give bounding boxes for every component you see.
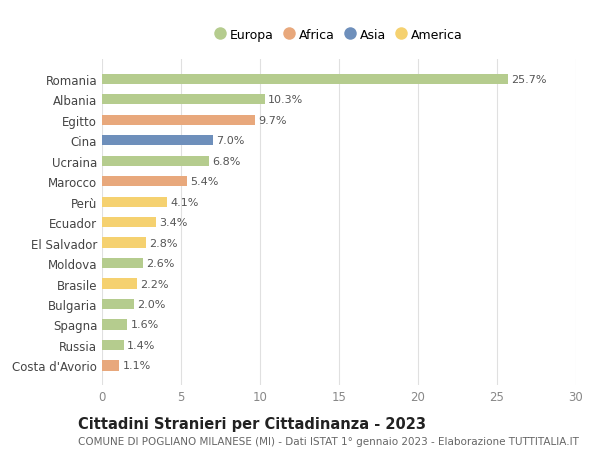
Bar — [102, 95, 265, 105]
Bar — [102, 177, 187, 187]
Bar — [102, 319, 127, 330]
Text: 1.1%: 1.1% — [122, 361, 151, 370]
Text: 25.7%: 25.7% — [511, 75, 547, 84]
Text: 1.4%: 1.4% — [127, 340, 155, 350]
Bar — [102, 238, 146, 248]
Bar — [102, 74, 508, 85]
Text: 5.4%: 5.4% — [190, 177, 219, 187]
Text: 2.0%: 2.0% — [137, 299, 165, 309]
Text: 1.6%: 1.6% — [130, 320, 158, 330]
Bar — [102, 360, 119, 371]
Text: 10.3%: 10.3% — [268, 95, 303, 105]
Bar — [102, 136, 212, 146]
Bar — [102, 299, 134, 309]
Text: Cittadini Stranieri per Cittadinanza - 2023: Cittadini Stranieri per Cittadinanza - 2… — [78, 416, 426, 431]
Text: COMUNE DI POGLIANO MILANESE (MI) - Dati ISTAT 1° gennaio 2023 - Elaborazione TUT: COMUNE DI POGLIANO MILANESE (MI) - Dati … — [78, 437, 579, 446]
Text: 4.1%: 4.1% — [170, 197, 199, 207]
Bar — [102, 258, 143, 269]
Bar — [102, 197, 167, 207]
Text: 7.0%: 7.0% — [216, 136, 244, 146]
Bar — [102, 340, 124, 350]
Bar — [102, 218, 156, 228]
Bar — [102, 156, 209, 167]
Legend: Europa, Africa, Asia, America: Europa, Africa, Asia, America — [210, 23, 468, 46]
Text: 2.2%: 2.2% — [140, 279, 169, 289]
Bar — [102, 115, 255, 126]
Text: 2.8%: 2.8% — [149, 238, 178, 248]
Text: 6.8%: 6.8% — [212, 157, 241, 166]
Bar — [102, 279, 137, 289]
Text: 9.7%: 9.7% — [259, 116, 287, 125]
Text: 2.6%: 2.6% — [146, 258, 175, 269]
Text: 3.4%: 3.4% — [159, 218, 187, 228]
